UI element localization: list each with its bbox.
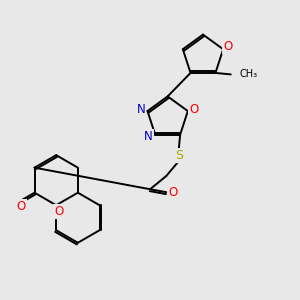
Text: O: O (189, 103, 198, 116)
Text: O: O (16, 200, 26, 213)
Text: N: N (137, 103, 146, 116)
Text: N: N (144, 130, 153, 143)
Text: S: S (175, 149, 183, 163)
Text: O: O (54, 205, 63, 218)
Text: CH₃: CH₃ (239, 69, 257, 79)
Text: O: O (223, 40, 232, 53)
Text: O: O (168, 186, 177, 199)
